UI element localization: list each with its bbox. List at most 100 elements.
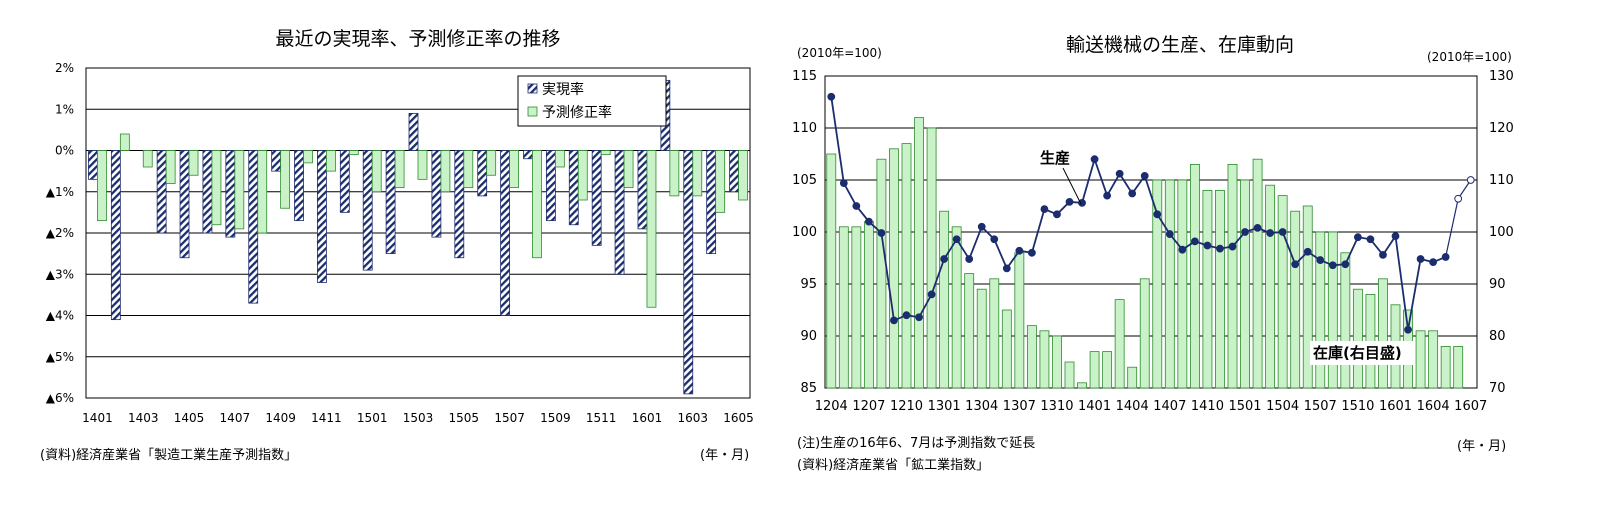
bar-realization <box>339 150 350 213</box>
transport-chart-panel: 輸送機械の生産、在庫動向 (2010年=100) (2010年=100) 115… <box>775 0 1617 516</box>
y-tick-label: ▲3% <box>46 267 74 281</box>
bar-inventory <box>1177 179 1188 389</box>
bar-forecast-revision <box>348 150 359 156</box>
production-point-forecast <box>1466 176 1475 184</box>
production-point <box>839 179 848 188</box>
bar-inventory <box>964 273 975 389</box>
bar-inventory <box>1265 184 1276 389</box>
bar-inventory <box>1064 361 1075 389</box>
transport-chart: 115 110 105 100 95 90 85 130 120 110 100 90 80 70 1204… <box>792 69 1514 414</box>
x-tick-label: 1604 <box>1417 399 1450 414</box>
bar-inventory <box>1039 330 1050 389</box>
legend-swatch-forecast <box>527 106 538 117</box>
bar-realization <box>637 150 648 230</box>
y-tick-label: ▲4% <box>46 309 74 323</box>
bar-realization <box>110 150 121 321</box>
production-point <box>1441 253 1450 261</box>
bar-inventory <box>989 278 1000 389</box>
production-point <box>1391 232 1400 241</box>
bar-realization <box>729 150 739 193</box>
y-tick-label: 2% <box>55 61 74 75</box>
production-point <box>915 313 923 322</box>
bar-realization <box>88 150 98 180</box>
bar-inventory <box>1052 335 1062 389</box>
bar-forecast-revision <box>257 150 268 234</box>
x-tick-label: 1503 <box>403 411 434 425</box>
bar-inventory <box>914 117 924 389</box>
bar-realization <box>202 150 213 234</box>
bar-inventory <box>1428 330 1439 389</box>
bar-realization <box>683 150 694 395</box>
production-point <box>1002 264 1011 273</box>
bar-forecast-revision <box>463 150 474 189</box>
x-tick-label: 1501 <box>357 411 388 425</box>
x-tick-label: 1601 <box>632 411 663 425</box>
bar-forecast-revision <box>371 150 382 193</box>
bar-inventory <box>1415 330 1426 389</box>
x-tick-label: 1505 <box>449 411 480 425</box>
realization-chart: 2% 1% 0% ▲1% ▲2% ▲3% ▲4% ▲5% ▲6% 1401 1403 1405 1407… <box>46 61 754 425</box>
bar-realization <box>431 150 442 238</box>
x-tick-label: 1204 <box>815 399 848 414</box>
bar-forecast-revision <box>119 133 130 151</box>
production-point <box>1216 244 1224 253</box>
bar-inventory <box>1139 278 1150 389</box>
bar-inventory <box>1340 252 1351 389</box>
x-tick-label: 1409 <box>265 411 296 425</box>
production-point <box>1278 228 1287 236</box>
x-axis-unit: (年・月) <box>700 448 750 463</box>
bar-forecast-revision <box>554 150 565 168</box>
bar-inventory <box>1215 189 1225 389</box>
y-tick-label-right: 110 <box>1489 173 1514 188</box>
bar-inventory <box>1327 231 1338 389</box>
production-point <box>1153 210 1162 219</box>
production-point <box>1128 189 1137 198</box>
production-point <box>1228 242 1237 251</box>
bar-realization <box>248 150 259 304</box>
x-tick-label: 1510 <box>1341 399 1374 414</box>
x-tick-label: 1509 <box>540 411 571 425</box>
bar-forecast-revision <box>211 150 222 226</box>
production-point-forecast <box>1454 194 1463 203</box>
y-tick-label-right: 90 <box>1489 277 1506 292</box>
bar-inventory <box>1089 351 1100 389</box>
production-point <box>877 229 886 237</box>
annotation-leader <box>1062 167 1082 205</box>
production-point <box>1341 260 1350 269</box>
production-point <box>1366 235 1375 244</box>
bar-forecast-revision <box>509 150 519 189</box>
bar-forecast-revision <box>715 150 726 213</box>
production-point <box>1316 256 1325 264</box>
y-tick-label-right: 80 <box>1489 329 1506 344</box>
legend-label: 実現率 <box>542 81 584 98</box>
bar-forecast-revision <box>280 150 291 209</box>
x-tick-label: 1511 <box>586 411 617 425</box>
production-point <box>1303 247 1312 256</box>
footnote: (注)生産の16年6、7月は予測指数で延長 <box>797 436 1036 451</box>
bar-inventory <box>889 148 899 389</box>
bar-inventory <box>1453 345 1464 389</box>
bar-forecast-revision <box>142 150 153 168</box>
bar-inventory <box>976 288 987 389</box>
x-tick-label: 1507 <box>494 411 525 425</box>
production-point <box>827 92 836 101</box>
bar-forecast-revision <box>165 150 176 184</box>
right-axis-unit: (2010年=100) <box>1427 50 1512 64</box>
x-tick-label: 1411 <box>311 411 342 425</box>
chart-title: 最近の実現率、予測修正率の推移 <box>275 28 561 50</box>
x-tick-label: 1601 <box>1379 399 1412 414</box>
y-tick-label-left: 100 <box>792 225 817 240</box>
y-tick-label-left: 95 <box>800 277 817 292</box>
production-point <box>1053 210 1061 219</box>
y-tick-label: 0% <box>55 144 74 158</box>
left-axis-unit: (2010年=100) <box>797 46 882 60</box>
y-tick-label: 1% <box>55 102 74 116</box>
bar-inventory <box>1202 189 1213 389</box>
bar-forecast-revision <box>646 150 657 308</box>
bar-inventory <box>1252 158 1263 389</box>
bar-inventory <box>901 143 912 389</box>
bar-inventory <box>1164 179 1175 389</box>
bar-forecast-revision <box>738 150 748 201</box>
production-point <box>927 290 936 299</box>
bar-inventory <box>1102 351 1113 389</box>
